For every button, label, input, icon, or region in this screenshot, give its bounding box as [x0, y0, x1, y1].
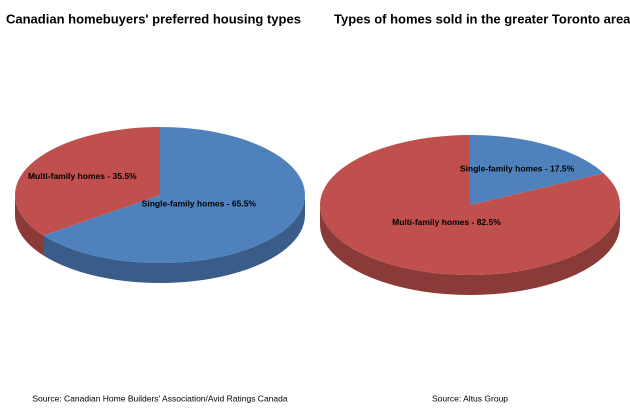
slice-side	[15, 195, 44, 256]
data-label: Multi-family homes - 35.5%	[28, 171, 137, 181]
data-label: Single-family homes - 65.5%	[142, 198, 257, 208]
source: Source: Canadian Home Builders' Associat…	[32, 393, 287, 403]
slice	[320, 135, 620, 275]
source: Source: Altus Group	[432, 393, 508, 403]
slice-side	[320, 205, 620, 295]
slice	[15, 127, 161, 236]
slice	[470, 135, 604, 205]
data-label: Single-family homes - 17.5%	[460, 163, 575, 173]
chart-title: Types of homes sold in the greater Toron…	[334, 11, 630, 26]
data-label: Multi-family homes - 82.5%	[392, 217, 501, 227]
chart-title: Canadian homebuyers' preferred housing t…	[6, 11, 301, 26]
slice	[43, 127, 305, 263]
slice-side	[43, 195, 305, 283]
